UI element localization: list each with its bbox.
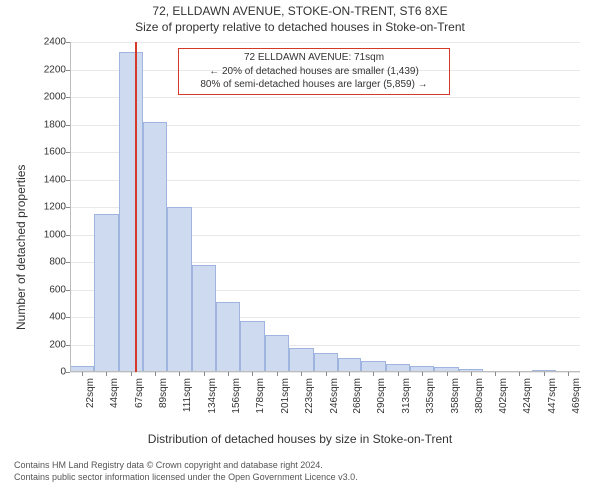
x-tick-mark bbox=[519, 372, 520, 376]
x-tick-label: 447sqm bbox=[547, 378, 558, 414]
x-tick-mark bbox=[179, 372, 180, 376]
x-tick-label: 290sqm bbox=[376, 378, 387, 414]
chart-subtitle: Size of property relative to detached ho… bbox=[0, 20, 600, 34]
histogram-bar bbox=[143, 122, 167, 372]
x-tick-label: 44sqm bbox=[109, 378, 120, 408]
x-tick-mark bbox=[568, 372, 569, 376]
x-tick-label: 268sqm bbox=[352, 378, 363, 414]
x-tick-label: 134sqm bbox=[207, 378, 218, 414]
y-tick-label: 1000 bbox=[44, 229, 66, 240]
x-tick-mark bbox=[301, 372, 302, 376]
y-tick-label: 2000 bbox=[44, 92, 66, 103]
x-tick-label: 380sqm bbox=[474, 378, 485, 414]
x-tick-label: 67sqm bbox=[134, 378, 145, 408]
gridline bbox=[70, 97, 580, 98]
footer-line: Contains public sector information licen… bbox=[14, 472, 358, 484]
y-tick-label: 2400 bbox=[44, 37, 66, 48]
x-tick-mark bbox=[398, 372, 399, 376]
x-tick-label: 223sqm bbox=[304, 378, 315, 414]
x-tick-mark bbox=[252, 372, 253, 376]
footer-line: Contains HM Land Registry data © Crown c… bbox=[14, 460, 358, 472]
histogram-bar bbox=[119, 52, 143, 372]
y-tick-label: 2200 bbox=[44, 64, 66, 75]
x-tick-mark bbox=[228, 372, 229, 376]
x-tick-mark bbox=[326, 372, 327, 376]
histogram-bar bbox=[289, 348, 314, 372]
histogram-bar bbox=[167, 207, 192, 372]
histogram-bar bbox=[265, 335, 289, 372]
histogram-bar bbox=[192, 265, 216, 372]
histogram-bar bbox=[338, 358, 362, 372]
y-tick-label: 1400 bbox=[44, 174, 66, 185]
histogram-bar bbox=[94, 214, 119, 372]
x-tick-label: 469sqm bbox=[571, 378, 582, 414]
x-tick-label: 335sqm bbox=[425, 378, 436, 414]
x-tick-mark bbox=[422, 372, 423, 376]
chart-title: 72, ELLDAWN AVENUE, STOKE-ON-TRENT, ST6 … bbox=[0, 4, 600, 18]
histogram-bar bbox=[240, 321, 265, 372]
y-tick-mark bbox=[66, 372, 70, 373]
marker-line bbox=[135, 42, 137, 372]
x-tick-label: 402sqm bbox=[498, 378, 509, 414]
annotation-line: ← 20% of detached houses are smaller (1,… bbox=[183, 65, 445, 79]
x-axis-label: Distribution of detached houses by size … bbox=[0, 432, 600, 446]
y-tick-label: 1200 bbox=[44, 202, 66, 213]
gridline bbox=[70, 42, 580, 43]
y-tick-label: 600 bbox=[49, 284, 66, 295]
histogram-bar bbox=[314, 353, 338, 372]
y-tick-label: 1800 bbox=[44, 119, 66, 130]
footer-attribution: Contains HM Land Registry data © Crown c… bbox=[14, 460, 358, 483]
x-tick-mark bbox=[131, 372, 132, 376]
x-tick-label: 313sqm bbox=[401, 378, 412, 414]
x-tick-label: 246sqm bbox=[329, 378, 340, 414]
x-tick-label: 178sqm bbox=[255, 378, 266, 414]
x-tick-mark bbox=[204, 372, 205, 376]
x-tick-mark bbox=[471, 372, 472, 376]
annotation-line: 72 ELLDAWN AVENUE: 71sqm bbox=[183, 51, 445, 65]
x-tick-mark bbox=[106, 372, 107, 376]
y-tick-label: 400 bbox=[49, 312, 66, 323]
x-tick-mark bbox=[277, 372, 278, 376]
x-tick-mark bbox=[447, 372, 448, 376]
x-tick-mark bbox=[82, 372, 83, 376]
x-tick-mark bbox=[349, 372, 350, 376]
x-tick-mark bbox=[495, 372, 496, 376]
histogram-chart: 72, ELLDAWN AVENUE, STOKE-ON-TRENT, ST6 … bbox=[0, 0, 600, 500]
x-tick-label: 424sqm bbox=[522, 378, 533, 414]
x-tick-label: 358sqm bbox=[450, 378, 461, 414]
y-tick-label: 1600 bbox=[44, 147, 66, 158]
x-tick-mark bbox=[544, 372, 545, 376]
plot-area: 0200400600800100012001400160018002000220… bbox=[70, 42, 580, 372]
x-tick-label: 111sqm bbox=[182, 378, 193, 412]
histogram-bar bbox=[216, 302, 240, 372]
annotation-line: 80% of semi-detached houses are larger (… bbox=[183, 78, 445, 92]
x-tick-mark bbox=[155, 372, 156, 376]
x-tick-mark bbox=[373, 372, 374, 376]
x-tick-label: 89sqm bbox=[158, 378, 169, 408]
y-tick-label: 200 bbox=[49, 339, 66, 350]
x-tick-label: 22sqm bbox=[85, 378, 96, 408]
y-axis-line bbox=[70, 42, 71, 372]
y-tick-label: 800 bbox=[49, 257, 66, 268]
x-tick-label: 156sqm bbox=[231, 378, 242, 414]
y-axis-label: Number of detached properties bbox=[14, 165, 28, 330]
annotation-box: 72 ELLDAWN AVENUE: 71sqm← 20% of detache… bbox=[178, 48, 450, 95]
x-tick-label: 201sqm bbox=[280, 378, 291, 414]
